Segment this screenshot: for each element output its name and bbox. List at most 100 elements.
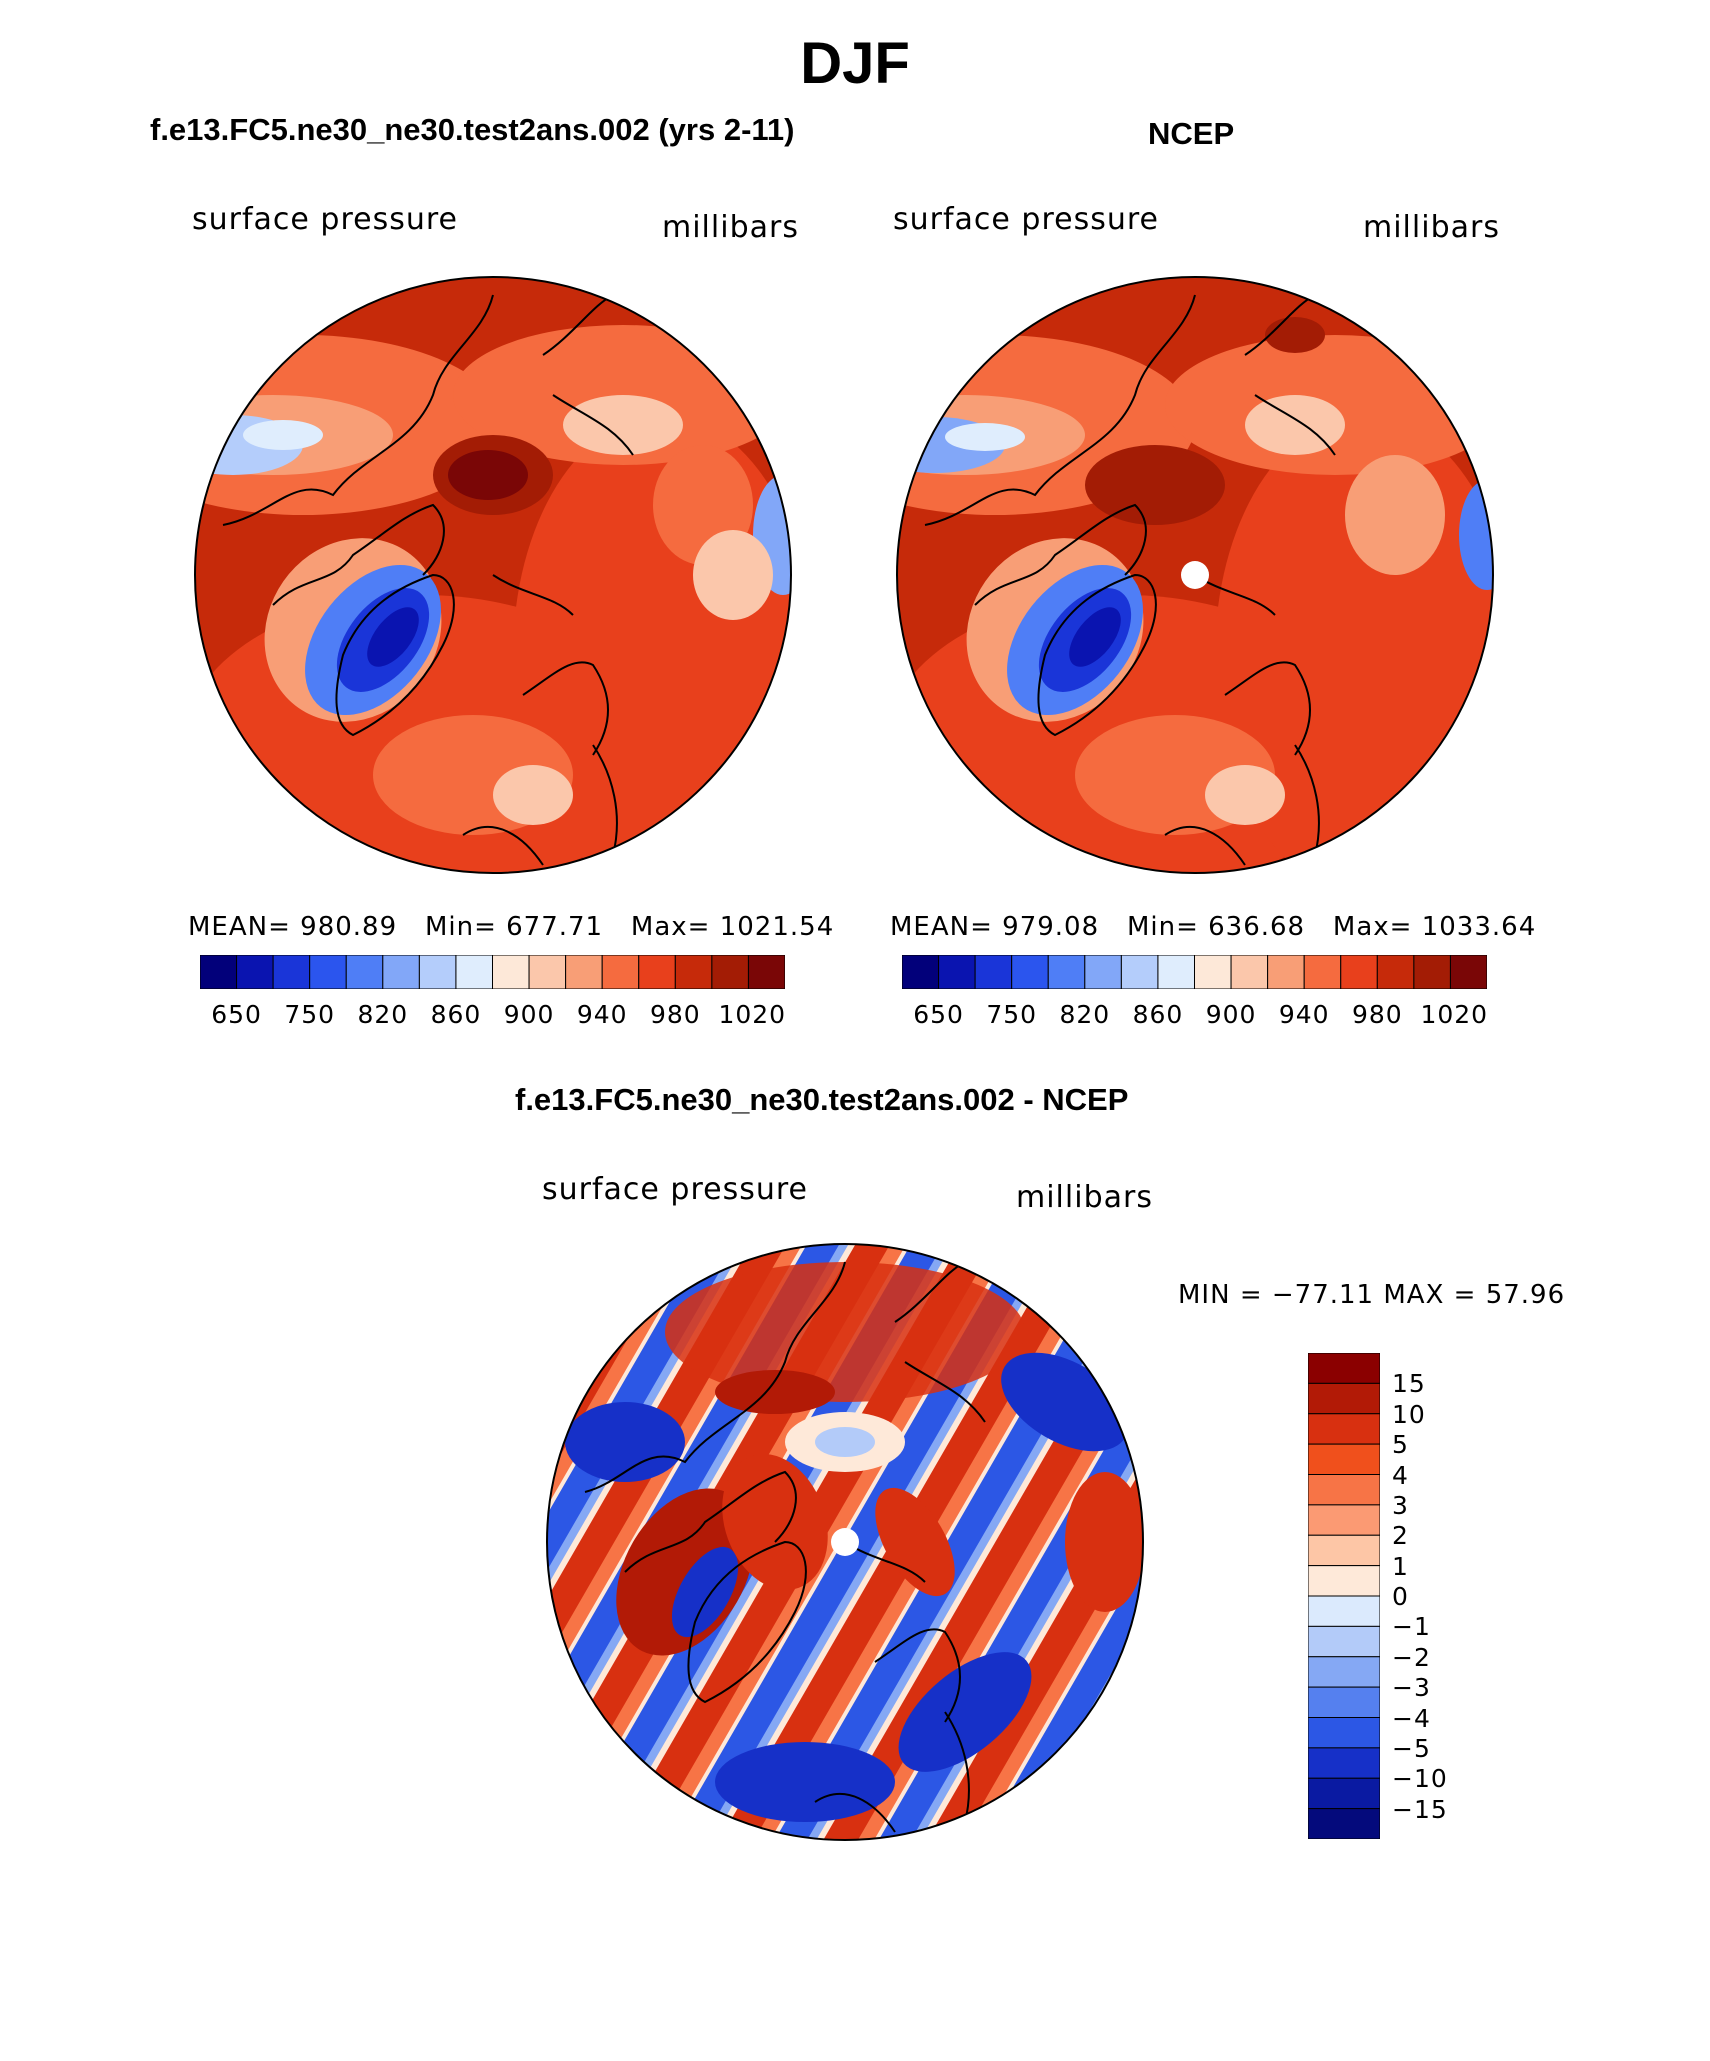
panel-2-stats: MEAN= 979.08 Min= 636.68 Max= 1033.64 [890,912,1536,942]
colorbar-tick-label: 980 [649,1000,701,1029]
difference-min-max: MIN = −77.11 MAX = 57.96 [1178,1280,1566,1310]
colorbar-tick-label: 820 [1059,1000,1111,1029]
pole-mask-marker [1181,561,1209,589]
difference-colorbar-swatch [1308,1808,1380,1839]
colorbar-tick-label: 980 [1351,1000,1403,1029]
panel-2-units-label: millibars [1363,210,1500,245]
panel-1-mean-value: 980.89 [300,912,398,942]
difference-polar-map [546,1243,1144,1841]
panel-2-mean-label: MEAN= [890,912,993,942]
difference-colorbar-swatch [1308,1504,1380,1536]
difference-colorbar-swatch [1308,1443,1380,1475]
difference-colorbar-swatch [1308,1686,1380,1718]
difference-colorbar-tick-label: −3 [1392,1673,1431,1703]
panel-2-colorbar-ticks: 650 750 820 860 900 940 980 1020 [902,1000,1487,1030]
difference-colorbar-swatch [1308,1625,1380,1658]
panel-1-max-value: 1021.54 [719,912,835,942]
difference-colorbar-tick-label: 1 [1392,1551,1409,1581]
difference-colorbar-swatch [1308,1595,1380,1627]
difference-colorbar-tick-label: 2 [1392,1521,1409,1551]
colorbar-swatch [1194,955,1232,989]
panel-1-polar-map [194,276,792,874]
colorbar-tick-label: 940 [576,1000,628,1029]
figure-title: DJF [800,31,910,96]
panel-1-min-label: Min= [424,912,497,942]
panel-1-min-value: 677.71 [506,912,604,942]
colorbar-swatch [272,955,311,989]
panel-2-max-label: Max= [1332,912,1413,942]
colorbar-tick-label: 900 [1205,1000,1257,1029]
colorbar-swatch [1413,955,1451,989]
colorbar-swatch [674,955,713,989]
panel-2-max-value: 1033.64 [1421,912,1537,942]
colorbar-tick-label: 750 [986,1000,1038,1029]
difference-colorbar-swatch [1308,1717,1380,1749]
difference-colorbar-swatch [1308,1777,1380,1810]
difference-colorbar-tick-label: −2 [1392,1642,1431,1672]
colorbar-swatch [1340,955,1378,989]
panel-2-mean-value: 979.08 [1002,912,1100,942]
colorbar-tick-label: 860 [1132,1000,1184,1029]
colorbar-swatch [382,955,420,989]
colorbar-swatch [309,955,347,989]
colorbar-swatch [1376,955,1415,989]
panel-2-min-label: Min= [1126,912,1199,942]
panel-1-mean-label: MEAN= [188,912,291,942]
difference-colorbar-swatch [1308,1656,1380,1688]
difference-colorbar-swatch [1308,1413,1380,1445]
colorbar-swatch [1267,955,1305,989]
difference-colorbar-tick-label: 4 [1392,1460,1409,1490]
difference-colorbar-swatch [1308,1353,1380,1384]
panel-2-polar-map [896,276,1494,874]
panel-1-max-label: Max= [630,912,711,942]
colorbar-tick-label: 750 [284,1000,336,1029]
difference-colorbar-tick-label: 5 [1392,1430,1409,1460]
panel-1-variable-label: surface pressure [192,202,458,237]
panel-2-variable-label: surface pressure [893,202,1159,237]
difference-colorbar [1308,1353,1380,1839]
colorbar-swatch [1047,955,1086,989]
difference-colorbar-tick-label: −15 [1392,1794,1448,1824]
difference-title: f.e13.FC5.ne30_ne30.test2ans.002 - NCEP [515,1082,1129,1117]
difference-colorbar-tick-label: 0 [1392,1582,1409,1611]
colorbar-swatch [1120,955,1159,989]
panel-1-colorbar [200,955,785,989]
panel-1-colorbar-ticks: 650 750 820 860 900 940 980 1020 [200,1000,785,1030]
colorbar-swatch [1157,955,1195,989]
colorbar-tick-label: 650 [211,1000,262,1029]
colorbar-tick-label: 1020 [1420,1000,1489,1029]
panel-2-colorbar [902,955,1487,989]
colorbar-swatch [747,955,785,989]
difference-colorbar-ticks: 15 10 5 4 3 2 1 0 −1 −2 −3 −4 −5 −10 −15 [1392,1353,1502,1839]
colorbar-swatch [200,955,238,989]
difference-pole-mask-marker [831,1528,859,1556]
colorbar-tick-label: 1020 [718,1000,787,1029]
difference-colorbar-tick-label: 10 [1392,1399,1426,1429]
colorbar-tick-label: 650 [913,1000,964,1029]
colorbar-swatch [236,955,274,989]
difference-colorbar-tick-label: 3 [1392,1490,1409,1520]
difference-variable-label: surface pressure [542,1172,808,1207]
panel-1-title: f.e13.FC5.ne30_ne30.test2ans.002 (yrs 2-… [150,112,795,147]
difference-colorbar-swatch [1308,1565,1380,1597]
colorbar-swatch [528,955,567,989]
colorbar-tick-label: 860 [430,1000,482,1029]
colorbar-swatch [565,955,603,989]
colorbar-swatch [938,955,976,989]
colorbar-swatch [711,955,749,989]
difference-colorbar-swatch [1308,1534,1380,1567]
colorbar-swatch [455,955,493,989]
colorbar-swatch [1011,955,1049,989]
difference-colorbar-swatch [1308,1747,1380,1779]
colorbar-swatch [974,955,1013,989]
difference-colorbar-swatch [1308,1382,1380,1415]
panel-2-title: NCEP [1148,116,1235,151]
difference-colorbar-swatch [1308,1474,1380,1506]
colorbar-swatch [418,955,457,989]
difference-colorbar-tick-label: −5 [1392,1733,1431,1763]
colorbar-tick-label: 900 [503,1000,555,1029]
colorbar-swatch [1230,955,1269,989]
panel-1-stats: MEAN= 980.89 Min= 677.71 Max= 1021.54 [188,912,834,942]
colorbar-swatch [345,955,384,989]
colorbar-swatch [1303,955,1342,989]
